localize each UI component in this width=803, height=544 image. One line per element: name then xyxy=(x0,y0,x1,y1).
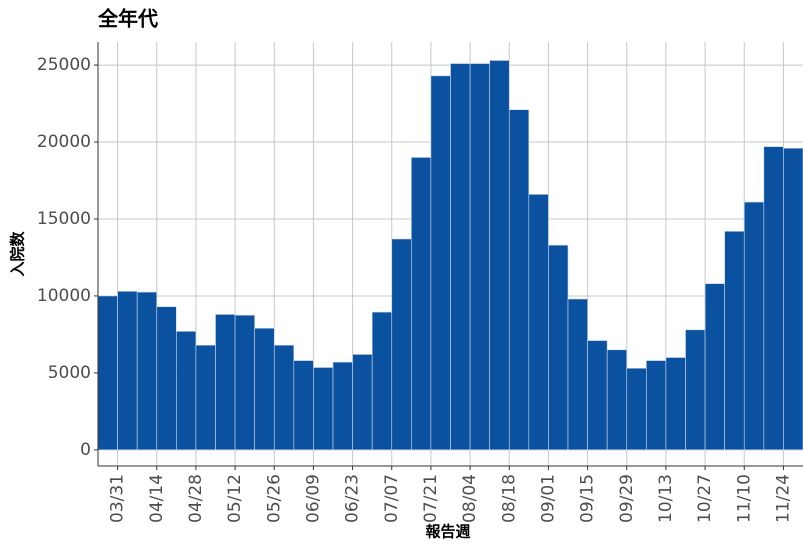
x-tick-label: 07/07 xyxy=(382,474,402,523)
bar xyxy=(783,147,803,451)
y-tick-label: 25000 xyxy=(37,55,91,75)
y-axis-title: 入院数 xyxy=(9,231,27,277)
bar xyxy=(606,349,628,451)
bar xyxy=(411,157,432,451)
bar xyxy=(195,344,216,451)
bar xyxy=(626,367,647,451)
x-axis-title: 報告週 xyxy=(425,523,470,541)
bar xyxy=(273,344,295,451)
bars xyxy=(97,60,803,451)
bar xyxy=(254,327,275,451)
x-tick-label: 10/13 xyxy=(656,474,676,523)
x-tick-label: 05/12 xyxy=(225,474,245,523)
bar xyxy=(548,244,569,451)
axes: 0 5000 10000 15000 20000 25000 03/31 04/14 04/28… xyxy=(37,42,803,523)
x-tick-label: 05/26 xyxy=(264,474,284,523)
y-tick-label: 10000 xyxy=(37,286,91,306)
bar xyxy=(685,329,706,451)
y-tick-label: 20000 xyxy=(37,132,91,152)
y-tick-label: 15000 xyxy=(37,209,91,229)
bar xyxy=(763,146,784,451)
bar xyxy=(469,63,490,451)
x-tick-label: 11/10 xyxy=(734,474,754,523)
bar xyxy=(743,201,765,451)
bar xyxy=(156,306,177,451)
bar xyxy=(215,314,236,451)
bar xyxy=(646,360,667,451)
bar xyxy=(508,109,530,451)
bar xyxy=(136,291,158,451)
bar xyxy=(176,331,197,451)
y-tick-label: 5000 xyxy=(48,363,91,383)
bar xyxy=(117,291,138,451)
bar xyxy=(293,360,314,451)
bar xyxy=(391,238,412,451)
x-tick-label: 10/27 xyxy=(695,474,715,523)
x-tick-label: 07/21 xyxy=(421,474,441,523)
bar xyxy=(724,230,745,451)
x-tick-label: 09/15 xyxy=(578,474,598,523)
bar xyxy=(234,314,255,451)
bar xyxy=(704,283,725,451)
x-tick-label: 11/24 xyxy=(773,474,793,523)
bar xyxy=(450,63,471,451)
bar xyxy=(665,357,686,451)
bar xyxy=(567,298,588,451)
x-tick-label: 08/18 xyxy=(499,474,519,523)
y-tick-label: 0 xyxy=(80,440,91,460)
bar xyxy=(430,75,451,451)
x-tick-label: 06/23 xyxy=(343,474,363,523)
bar xyxy=(489,60,510,451)
bar xyxy=(528,194,549,451)
x-tick-label: 09/01 xyxy=(538,474,558,523)
x-tick-label: 08/04 xyxy=(460,474,480,523)
x-tick-label: 03/31 xyxy=(108,474,128,523)
bar xyxy=(371,311,393,451)
bar xyxy=(313,367,334,451)
x-tick-label: 09/29 xyxy=(617,474,637,523)
bar xyxy=(587,340,608,451)
x-tick-label: 04/14 xyxy=(147,474,167,523)
bar xyxy=(352,354,373,451)
chart-title: 全年代 xyxy=(97,7,158,31)
x-tick-label: 06/09 xyxy=(303,474,323,523)
bar xyxy=(332,361,353,451)
x-tick-label: 04/28 xyxy=(186,474,206,523)
bar xyxy=(97,295,118,451)
